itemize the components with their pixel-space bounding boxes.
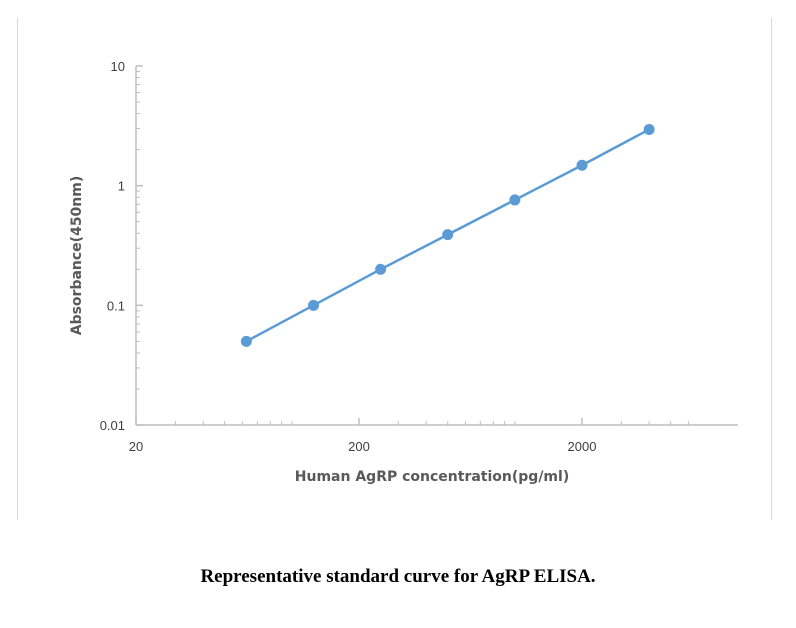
data-point	[643, 123, 655, 135]
figure-caption: Representative standard curve for AgRP E…	[200, 566, 596, 587]
series-layer	[240, 123, 655, 347]
chart-frame: 0.01 0.1 1 10 20 200 2000 Absorbance(450nm) Hu…	[17, 18, 772, 520]
x-tick-label: 20	[129, 439, 143, 454]
data-point	[442, 229, 454, 241]
data-point	[509, 194, 521, 206]
y-axis-title: Absorbance(450nm)	[69, 176, 85, 336]
x-tick-label: 2000	[568, 439, 597, 454]
y-tick-label: 1	[118, 179, 125, 194]
data-point	[576, 159, 588, 171]
y-tick-label: 0.1	[107, 298, 125, 313]
data-point	[240, 335, 252, 347]
standard-curve-chart: 0.01 0.1 1 10 20 200 2000 Absorbance(450nm) Hu…	[69, 59, 738, 485]
y-tick-label: 0.01	[100, 418, 125, 433]
y-tick-label: 10	[111, 59, 125, 74]
data-point	[307, 299, 319, 311]
x-tick-label: 200	[348, 439, 370, 454]
data-point	[375, 263, 387, 275]
axes: 0.01 0.1 1 10 20 200 2000	[100, 59, 738, 454]
x-axis-title: Human AgRP concentration(pg/ml)	[295, 469, 569, 485]
